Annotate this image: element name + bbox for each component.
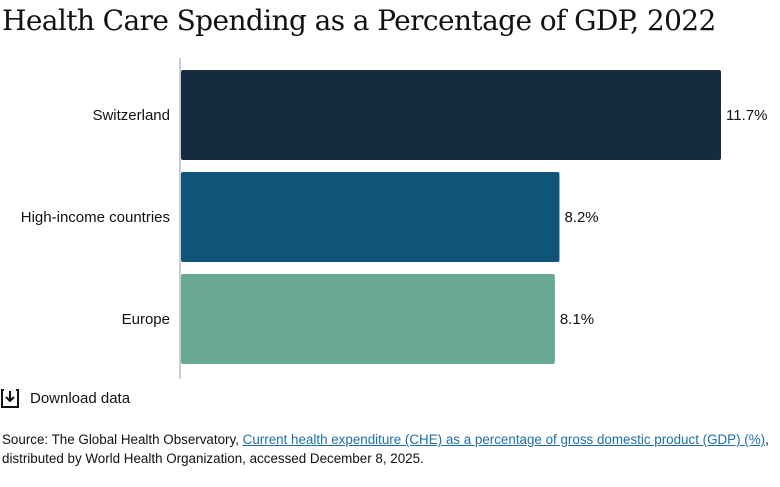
chart-title: Health Care Spending as a Percentage of … <box>2 4 716 37</box>
bar-1[interactable] <box>181 172 560 262</box>
download-data-label: Download data <box>30 389 131 407</box>
download-icon <box>1 389 19 408</box>
source-link[interactable]: Current health expenditure (CHE) as a pe… <box>242 432 766 447</box>
bar-0[interactable] <box>181 70 721 160</box>
download-data-button[interactable]: Download data <box>0 387 130 409</box>
category-label-1: High-income countries <box>21 209 170 226</box>
category-label-2: Europe <box>122 311 170 328</box>
bar-chart: Switzerland 11.7% High-income countries 8.2… <box>21 58 767 379</box>
bar-2[interactable] <box>181 274 555 364</box>
value-label-1: 8.2% <box>564 209 598 226</box>
category-label-0: Switzerland <box>92 107 170 124</box>
value-label-0: 11.7% <box>726 107 767 124</box>
source-note: Source: The Global Health Observatory, C… <box>2 430 772 468</box>
source-prefix: Source: The Global Health Observatory, <box>2 432 243 447</box>
value-label-2: 8.1% <box>560 311 594 328</box>
source-suffix: , distributed by World Health Organizati… <box>2 432 769 466</box>
